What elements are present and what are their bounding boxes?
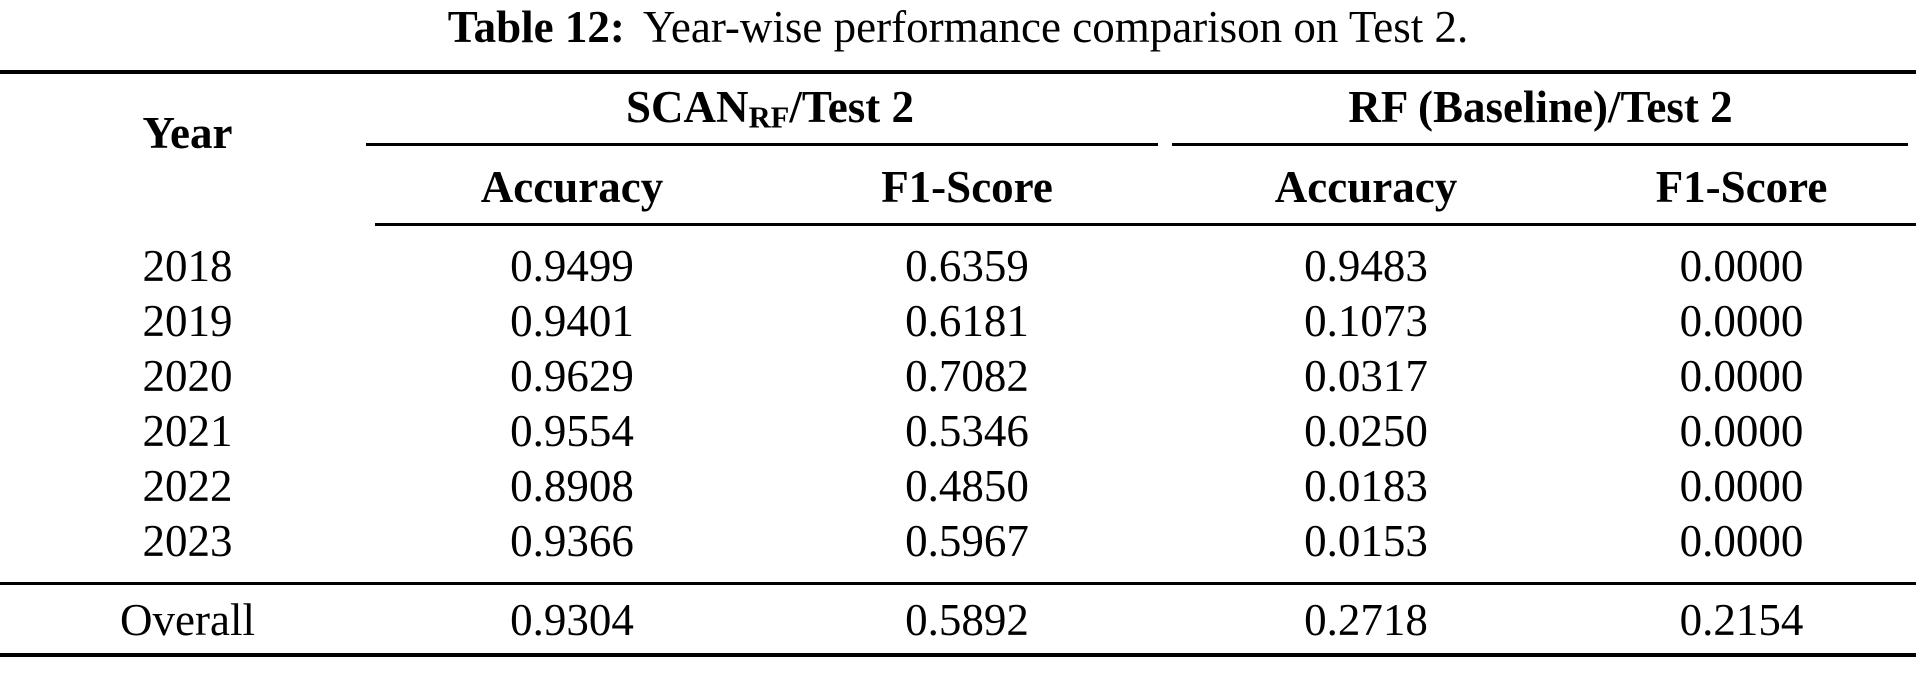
value-cell: 0.9366: [510, 515, 634, 566]
value-cell: 0.9554: [510, 406, 634, 456]
value-cell: 0.0000: [1679, 515, 1804, 566]
value-cell: 0.0250: [1304, 406, 1428, 456]
table-row: 2021 0.9554 0.5346 0.0250 0.0000: [0, 404, 1916, 459]
table-header: Year SCANRF/Test 2 RF (Baseline)/Test 2 …: [0, 72, 1916, 226]
group-header-row: Year SCANRF/Test 2 RF (Baseline)/Test 2: [0, 72, 1916, 156]
value-cell: 0.6181: [905, 296, 1029, 346]
value-cell: 0.9629: [510, 351, 634, 401]
value-cell: 0.0000: [1679, 241, 1804, 292]
value-cell: 0.9499: [510, 241, 634, 292]
subheader-row: Accuracy F1-Score Accuracy F1-Score: [0, 141, 1916, 226]
table-caption-text: Year-wise performance comparison on Test…: [642, 2, 1469, 52]
value-cell: 0.8908: [510, 461, 634, 511]
year-cell: 2023: [142, 515, 233, 566]
scan-subscript: RF: [748, 100, 790, 135]
year-cell: 2018: [142, 240, 233, 291]
table-row: 2022 0.8908 0.4850 0.0183 0.0000: [0, 459, 1916, 514]
year-column-header: Year: [142, 107, 233, 158]
value-cell: 0.0000: [1679, 351, 1804, 401]
value-cell: 0.0317: [1304, 351, 1428, 401]
value-cell: 0.5892: [905, 595, 1029, 646]
table-overall-section: Overall 0.9304 0.5892 0.2718 0.2154: [0, 583, 1916, 655]
overall-row: Overall 0.9304 0.5892 0.2718 0.2154: [0, 583, 1916, 655]
value-cell: 0.2718: [1304, 595, 1428, 646]
scan-rf-group-header: SCANRF/Test 2: [375, 72, 1165, 141]
value-cell: 0.0000: [1679, 406, 1804, 456]
table-row: 2019 0.9401 0.6181 0.1073 0.0000: [0, 294, 1916, 349]
value-cell: 0.7082: [905, 351, 1029, 401]
table-caption: Table 12: Year-wise performance compariso…: [0, 0, 1916, 70]
rf-accuracy-header: Accuracy: [1165, 141, 1567, 226]
value-cell: 0.0183: [1304, 461, 1428, 511]
scan-suffix: /Test 2: [789, 82, 914, 132]
value-cell: 0.0000: [1679, 296, 1804, 346]
year-cell: 2022: [142, 461, 233, 511]
value-cell: 0.0000: [1679, 461, 1804, 511]
rf-baseline-group-header: RF (Baseline)/Test 2: [1348, 82, 1733, 132]
value-cell: 0.1073: [1304, 296, 1428, 346]
value-cell: 0.4850: [905, 461, 1029, 511]
year-cell: Overall: [120, 595, 255, 646]
scan-label: SCAN: [626, 82, 749, 132]
value-cell: 0.6359: [905, 241, 1029, 292]
value-cell: 0.9401: [510, 296, 634, 346]
rf-f1-header: F1-Score: [1567, 141, 1916, 226]
year-cell: 2021: [142, 406, 233, 456]
rf-group-underline: [1172, 143, 1908, 146]
value-cell: 0.2154: [1679, 595, 1804, 646]
scan-group-underline: [366, 143, 1158, 146]
scan-f1-header: F1-Score: [769, 141, 1165, 226]
year-cell: 2020: [142, 351, 233, 401]
table-row: 2018 0.9499 0.6359 0.9483 0.0000: [0, 224, 1916, 294]
value-cell: 0.9483: [1304, 241, 1428, 292]
value-cell: 0.9304: [510, 595, 634, 646]
table-body: 2018 0.9499 0.6359 0.9483 0.0000 2019 0.…: [0, 224, 1916, 583]
value-cell: 0.5967: [905, 515, 1029, 566]
year-cell: 2019: [142, 296, 233, 346]
value-cell: 0.5346: [905, 406, 1029, 456]
table-caption-label: Table 12:: [447, 2, 625, 52]
table-row: 2023 0.9366 0.5967 0.0153 0.0000: [0, 514, 1916, 583]
value-cell: 0.0153: [1304, 515, 1428, 566]
table-row: 2020 0.9629 0.7082 0.0317 0.0000: [0, 349, 1916, 404]
scan-accuracy-header: Accuracy: [375, 141, 769, 226]
performance-table: Year SCANRF/Test 2 RF (Baseline)/Test 2 …: [0, 70, 1916, 657]
